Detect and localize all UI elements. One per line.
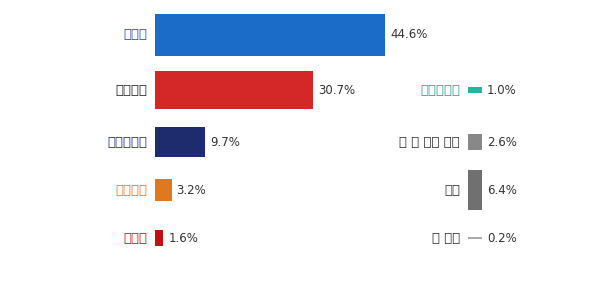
- Text: 1.6%: 1.6%: [168, 232, 198, 244]
- Text: 30.7%: 30.7%: [319, 83, 355, 97]
- Bar: [468, 134, 482, 150]
- Text: 없음: 없음: [444, 184, 460, 196]
- Text: 그 외 다른 정당: 그 외 다른 정당: [399, 136, 460, 148]
- Bar: [468, 170, 482, 210]
- Text: 1.0%: 1.0%: [487, 83, 517, 97]
- Text: 0.2%: 0.2%: [487, 232, 517, 244]
- Text: 국민의힘: 국민의힘: [115, 83, 147, 97]
- Text: 민주당: 민주당: [123, 28, 147, 41]
- Text: 3.2%: 3.2%: [176, 184, 206, 196]
- Text: 잘 모름: 잘 모름: [432, 232, 460, 244]
- Text: 2.6%: 2.6%: [487, 136, 517, 148]
- Text: 개혁신당: 개혁신당: [115, 184, 147, 196]
- Bar: [468, 87, 482, 93]
- Bar: [468, 237, 482, 238]
- Bar: [155, 179, 172, 201]
- Text: 9.7%: 9.7%: [210, 136, 240, 148]
- Text: 44.6%: 44.6%: [390, 28, 427, 41]
- Bar: [155, 230, 163, 246]
- Text: 조국혁신당: 조국혁신당: [107, 136, 147, 148]
- Text: 진보당: 진보당: [123, 232, 147, 244]
- Text: 새로운미래: 새로운미래: [420, 83, 460, 97]
- Bar: [155, 71, 313, 109]
- Bar: [155, 127, 205, 157]
- Text: 6.4%: 6.4%: [487, 184, 517, 196]
- Bar: [155, 14, 385, 56]
